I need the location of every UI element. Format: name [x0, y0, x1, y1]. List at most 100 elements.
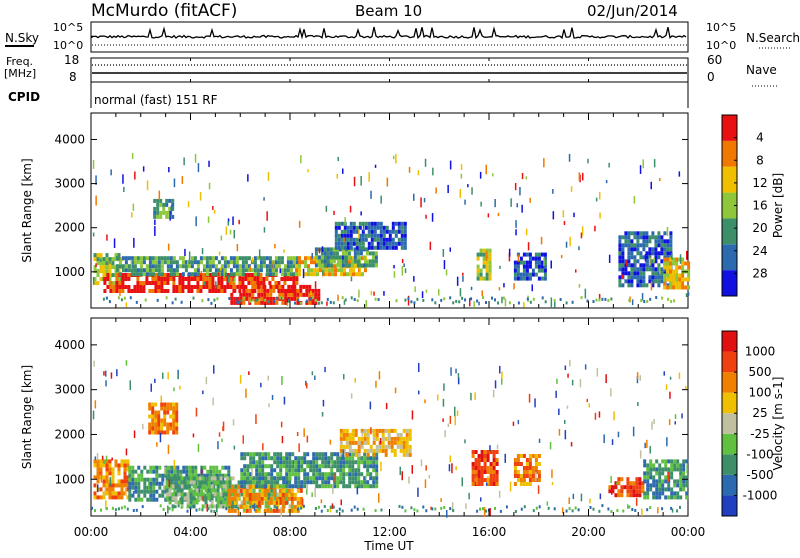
- data-cell: [168, 167, 170, 173]
- data-cell: [519, 462, 523, 466]
- data-cell: [174, 496, 178, 501]
- data-cell: [93, 281, 97, 286]
- data-cell: [169, 422, 173, 427]
- data-cell: [208, 277, 212, 281]
- data-cell: [96, 475, 100, 480]
- data-cell: [364, 221, 368, 226]
- data-cell: [629, 493, 633, 498]
- data-cell: [336, 173, 338, 179]
- data-cell: [162, 372, 164, 379]
- colorbar-segment: [722, 140, 737, 167]
- data-cell: [254, 508, 258, 513]
- data-cell: [160, 256, 164, 261]
- data-cell: [655, 483, 659, 488]
- data-cell: [645, 283, 649, 288]
- data-cell: [586, 398, 588, 403]
- data-cell: [282, 296, 284, 300]
- data-cell: [393, 448, 397, 453]
- data-cell: [208, 160, 210, 167]
- data-cell: [664, 495, 668, 500]
- data-cell: [314, 251, 318, 256]
- data-cell: [260, 288, 264, 293]
- data-cell: [261, 456, 265, 461]
- data-cell: [148, 430, 152, 435]
- freq-tick-low: 8: [69, 70, 77, 84]
- data-cell: [330, 468, 334, 473]
- data-cell: [92, 232, 95, 237]
- data-cell: [476, 509, 479, 513]
- data-cell: [354, 448, 358, 453]
- data-cell: [633, 243, 637, 248]
- data-cell: [202, 285, 206, 289]
- data-cell: [118, 264, 122, 269]
- data-cell: [489, 450, 493, 454]
- data-cell: [672, 269, 676, 274]
- data-cell: [253, 260, 257, 265]
- data-cell: [627, 247, 631, 252]
- data-cell: [666, 247, 670, 252]
- data-cell: [164, 473, 168, 478]
- data-cell: [289, 272, 293, 277]
- data-cell: [679, 475, 683, 480]
- data-cell: [160, 402, 164, 407]
- data-cell: [364, 260, 367, 265]
- data-cell: [224, 465, 228, 470]
- data-cell: [286, 256, 290, 261]
- data-cell: [309, 460, 313, 465]
- time-axis: 00:00 04:00 08:00 12:00 16:00 20:00 00:00: [74, 525, 706, 539]
- data-cell: [102, 273, 106, 278]
- data-cell: [273, 480, 277, 485]
- data-cell: [633, 271, 637, 276]
- data-cell: [132, 509, 135, 512]
- data-cell: [177, 488, 181, 493]
- data-cell: [394, 233, 398, 238]
- data-cell: [489, 466, 493, 470]
- data-cell: [644, 442, 646, 449]
- data-cell: [681, 281, 685, 286]
- data-cell: [242, 435, 244, 444]
- data-cell: [293, 504, 297, 509]
- data-cell: [651, 275, 655, 280]
- data-cell: [658, 479, 662, 484]
- data-cell: [333, 210, 335, 215]
- data-cell: [220, 264, 224, 269]
- data-cell: [628, 299, 631, 302]
- data-cell: [617, 481, 621, 486]
- data-cell: [408, 448, 412, 453]
- data-cell: [251, 468, 253, 478]
- data-cell: [670, 463, 674, 468]
- data-cell: [641, 481, 645, 486]
- data-cell: [359, 267, 361, 277]
- data-cell: [431, 298, 434, 302]
- data-cell: [93, 491, 97, 496]
- data-cell: [245, 504, 249, 509]
- data-cell: [666, 257, 670, 262]
- data-cell: [201, 508, 204, 512]
- data-cell: [223, 264, 227, 269]
- data-cell: [172, 289, 176, 293]
- data-cell: [316, 260, 319, 265]
- data-cell: [621, 263, 625, 268]
- data-cell: [572, 493, 575, 500]
- data-cell: [449, 296, 452, 300]
- data-cell: [328, 268, 331, 273]
- data-cell: [661, 491, 665, 496]
- data-cell: [163, 414, 167, 419]
- data-cell: [123, 467, 127, 472]
- data-cell: [587, 158, 589, 164]
- data-cell: [408, 452, 412, 457]
- data-cell: [191, 473, 195, 478]
- data-cell: [356, 299, 359, 303]
- data-cell: [109, 259, 111, 264]
- data-cell: [220, 285, 224, 289]
- data-cell: [489, 482, 493, 486]
- data-cell: [397, 237, 401, 242]
- data-cell: [271, 395, 274, 400]
- data-cell: [483, 466, 487, 470]
- data-cell: [137, 477, 141, 482]
- data-cell: [205, 277, 209, 281]
- data-cell: [684, 285, 688, 290]
- data-cell: [188, 485, 192, 490]
- data-cell: [194, 481, 198, 486]
- data-cell: [108, 277, 112, 282]
